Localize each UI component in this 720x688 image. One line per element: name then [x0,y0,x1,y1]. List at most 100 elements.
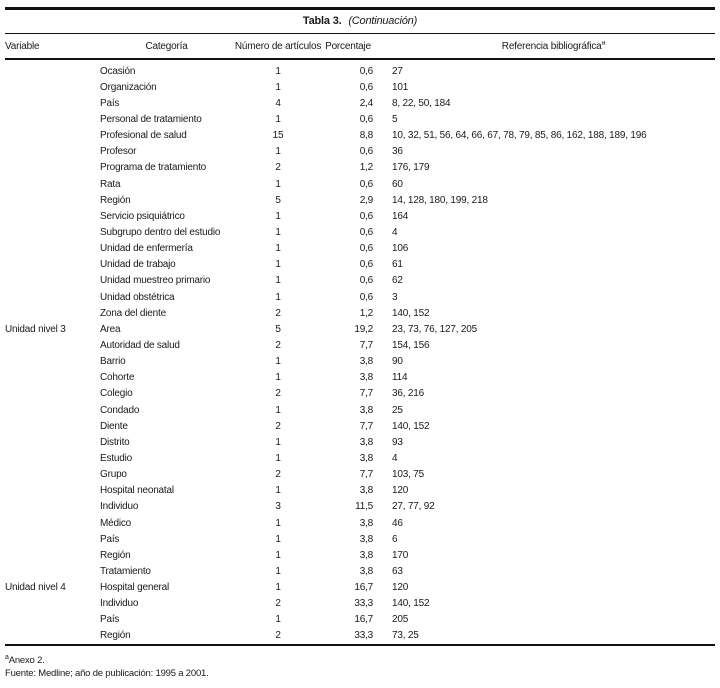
articulos-cell: 1 [275,549,281,561]
articulos-cell: 1 [275,404,281,416]
categoria-cell: País [100,97,120,109]
articulos-cell: 1 [275,291,281,303]
articulos-cell: 5 [275,194,281,206]
categoria-cell: Barrio [100,356,126,368]
articulos-cell: 1 [275,275,281,287]
table-row: Rata 1 0,6 60 [5,176,715,192]
porcentaje-cell: 0,6 [359,291,374,303]
table-row: Hospital neonatal 1 3,8 120 [5,483,715,499]
referencias-cell: 205 [392,614,409,626]
table-row: País 4 2,4 8, 22, 50, 184 [5,95,715,111]
categoria-cell: Unidad obstétrica [100,291,175,303]
porcentaje-cell: 0,6 [359,65,374,77]
articulos-cell: 15 [272,130,284,142]
categoria-cell: Profesor [100,146,137,158]
articulos-cell: 1 [275,113,281,125]
categoria-cell: País [100,614,120,626]
table-row: Unidad nivel 4 Hospital general 1 16,7 1… [5,580,715,596]
articulos-cell: 1 [275,210,281,222]
articulos-cell: 1 [275,436,281,448]
column-header-referencia-label: Referencia bibliográfica [501,40,602,52]
categoria-cell: Unidad de trabajo [100,259,176,271]
articulos-cell: 2 [275,339,281,351]
porcentaje-cell: 16,7 [354,582,373,594]
header-divider-rule [5,58,715,60]
porcentaje-cell: 2,4 [359,97,374,109]
categoria-cell: Grupo [100,469,127,481]
referencias-cell: 120 [392,582,409,594]
bottom-rule [5,644,715,647]
categoria-cell: Zona del diente [100,307,166,319]
categoria-cell: Hospital general [100,582,170,594]
table-row: Región 2 33,3 73, 25 [5,628,715,644]
referencias-cell: 106 [392,243,409,255]
porcentaje-cell: 3,8 [359,436,374,448]
porcentaje-cell: 7,7 [359,469,374,481]
articulos-cell: 1 [275,614,281,626]
porcentaje-cell: 11,5 [355,501,373,513]
column-header-referencia: Referencia bibliográficaa [378,41,715,52]
referencias-cell: 140, 152 [392,420,430,432]
table-row: Grupo 2 7,7 103, 75 [5,467,715,483]
articulos-cell: 2 [275,469,281,481]
referencias-cell: 90 [392,356,403,368]
articulos-cell: 1 [275,565,281,577]
porcentaje-cell: 0,6 [359,146,374,158]
footnote-anexo-mark: a [5,653,9,661]
table-title: Tabla 3. (Continuación) [5,10,715,33]
articulos-cell: 1 [275,485,281,497]
porcentaje-cell: 3,8 [359,485,374,497]
table-header-row: Variable Categoría Número de artículos P… [5,34,715,58]
table-row: Profesor 1 0,6 36 [5,144,715,160]
referencias-cell: 101 [392,81,409,93]
porcentaje-cell: 0,6 [359,113,374,125]
porcentaje-cell: 16,7 [354,614,373,626]
table-row: Región 1 3,8 170 [5,547,715,563]
table-row: Organización 1 0,6 101 [5,79,715,95]
articulos-cell: 4 [275,97,281,109]
porcentaje-cell: 3,8 [359,565,374,577]
articulos-cell: 1 [275,226,281,238]
categoria-cell: Unidad muestreo primario [100,275,211,287]
table-body: Ocasión 1 0,6 27 Organización 1 0,6 101 … [5,60,715,644]
porcentaje-cell: 0,6 [359,259,374,271]
categoria-cell: Cohorte [100,372,135,384]
table-row: Profesional de salud 15 8,8 10, 32, 51, … [5,128,715,144]
table-row: Tratamiento 1 3,8 63 [5,563,715,579]
categoria-cell: Distrito [100,436,130,448]
table-row: Condado 1 3,8 25 [5,402,715,418]
articulos-cell: 1 [275,65,281,77]
categoria-cell: Condado [100,404,140,416]
table-row: Estudio 1 3,8 4 [5,450,715,466]
table-row: Unidad muestreo primario 1 0,6 62 [5,273,715,289]
porcentaje-cell: 0,6 [359,226,374,238]
categoria-cell: Profesional de salud [100,130,187,142]
column-header-categoria: Categoría [145,40,188,52]
categoria-cell: Área [100,323,121,335]
categoria-cell: Hospital neonatal [100,485,174,497]
referencias-cell: 63 [392,565,403,577]
categoria-cell: Individuo [100,501,139,513]
articulos-cell: 1 [275,243,281,255]
table-row: Unidad de trabajo 1 0,6 61 [5,257,715,273]
column-header-porcentaje: Porcentaje [325,40,371,52]
table-row: Autoridad de salud 2 7,7 154, 156 [5,337,715,353]
porcentaje-cell: 7,7 [359,420,374,432]
categoria-cell: Médico [100,517,132,529]
categoria-cell: Organización [100,81,157,93]
referencias-cell: 27 [392,65,403,77]
referencias-cell: 25 [392,404,403,416]
categoria-cell: Ocasión [100,65,136,77]
column-header-variable: Variable [5,40,40,52]
articulos-cell: 2 [275,598,281,610]
porcentaje-cell: 3,8 [359,372,374,384]
referencias-cell: 73, 25 [392,630,419,642]
porcentaje-cell: 0,6 [359,178,374,190]
table-row: Zona del diente 2 1,2 140, 152 [5,305,715,321]
articulos-cell: 1 [275,582,281,594]
table-row: Ocasión 1 0,6 27 [5,63,715,79]
referencias-cell: 140, 152 [392,598,430,610]
table-row: Programa de tratamiento 2 1,2 176, 179 [5,160,715,176]
table-row: Médico 1 3,8 46 [5,515,715,531]
porcentaje-cell: 0,6 [359,243,374,255]
